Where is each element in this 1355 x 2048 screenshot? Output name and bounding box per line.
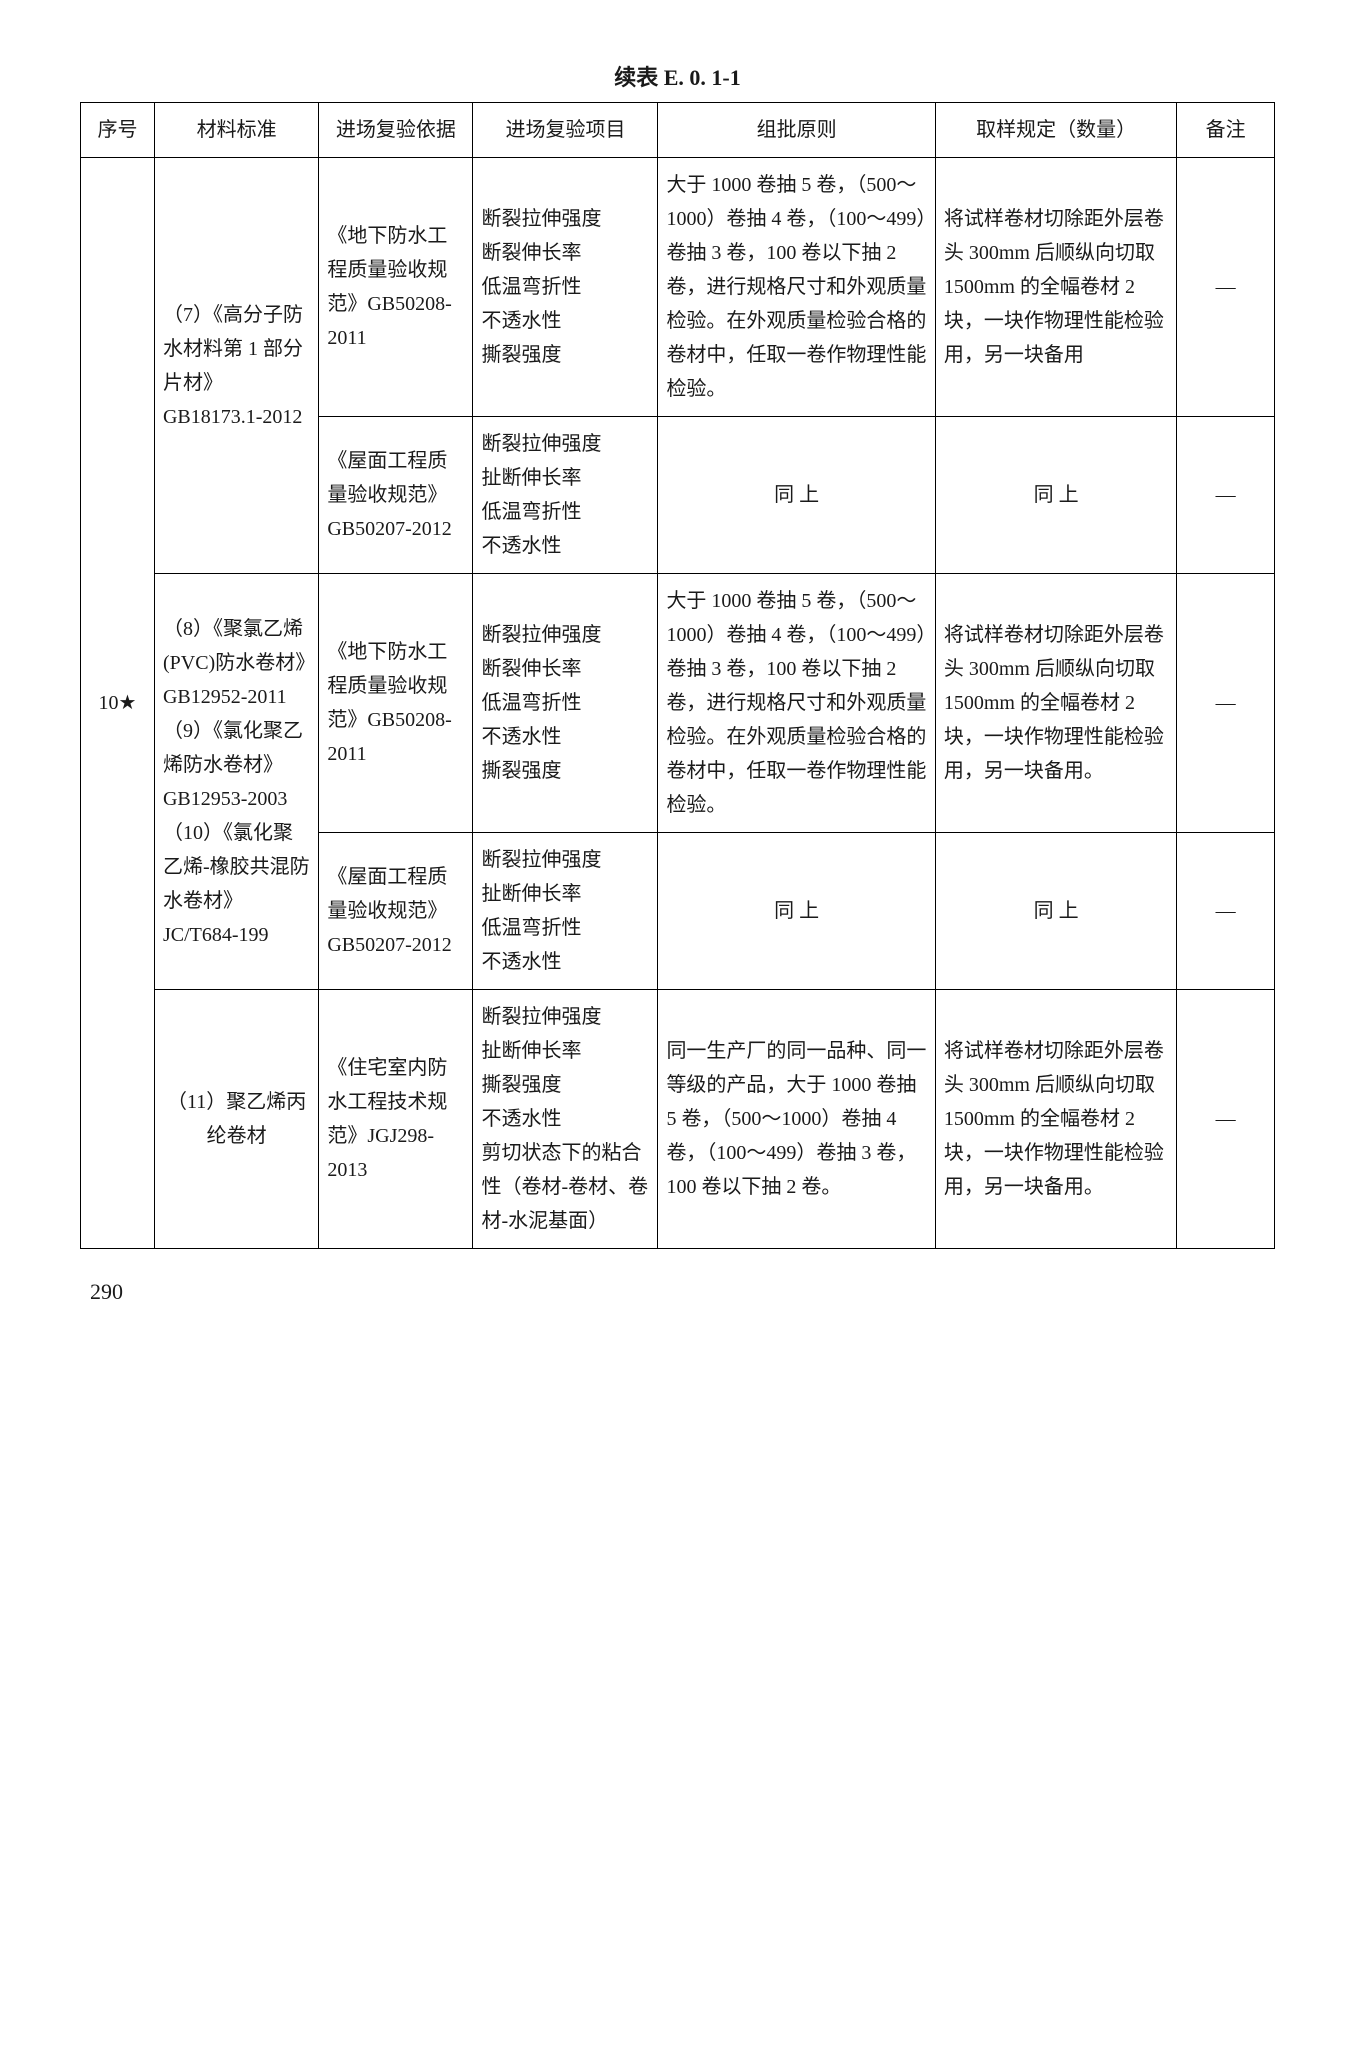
cell-sample: 将试样卷材切除距外层卷头 300mm 后顺纵向切取 1500mm 的全幅卷材 2… [935,158,1176,417]
cell-material: （8）《聚氯乙烯(PVC)防水卷材》GB12952-2011 （9）《氯化聚乙烯… [154,574,318,990]
header-note: 备注 [1177,103,1275,158]
cell-basis: 《屋面工程质量验收规范》GB50207-2012 [319,417,473,574]
cell-material: （11）聚乙烯丙纶卷材 [154,990,318,1249]
spec-table: 序号 材料标准 进场复验依据 进场复验项目 组批原则 取样规定（数量） 备注 1… [80,102,1275,1249]
cell-seq: 10★ [81,158,155,1249]
cell-note: — [1177,417,1275,574]
cell-basis: 《地下防水工程质量验收规范》GB50208-2011 [319,574,473,833]
cell-sample: 同 上 [935,417,1176,574]
table-row: 10★ （7）《高分子防水材料第 1 部分片材》GB18173.1-2012 《… [81,158,1275,417]
cell-item: 断裂拉伸强度 扯断伸长率 低温弯折性 不透水性 [473,417,658,574]
cell-note: — [1177,990,1275,1249]
table-header-row: 序号 材料标准 进场复验依据 进场复验项目 组批原则 取样规定（数量） 备注 [81,103,1275,158]
header-material: 材料标准 [154,103,318,158]
page-number: 290 [80,1279,1275,1305]
cell-sample: 同 上 [935,833,1176,990]
cell-item: 断裂拉伸强度 扯断伸长率 低温弯折性 不透水性 [473,833,658,990]
cell-basis: 《住宅室内防水工程技术规范》JGJ298-2013 [319,990,473,1249]
cell-batch: 大于 1000 卷抽 5 卷，（500～1000）卷抽 4 卷，（100～499… [658,158,935,417]
cell-note: — [1177,574,1275,833]
cell-batch: 同一生产厂的同一品种、同一等级的产品，大于 1000 卷抽 5 卷，（500～1… [658,990,935,1249]
header-item: 进场复验项目 [473,103,658,158]
cell-item: 断裂拉伸强度 断裂伸长率 低温弯折性 不透水性 撕裂强度 [473,574,658,833]
header-sample: 取样规定（数量） [935,103,1176,158]
cell-sample: 将试样卷材切除距外层卷头 300mm 后顺纵向切取 1500mm 的全幅卷材 2… [935,990,1176,1249]
cell-material: （7）《高分子防水材料第 1 部分片材》GB18173.1-2012 [154,158,318,574]
cell-batch: 同 上 [658,417,935,574]
cell-sample: 将试样卷材切除距外层卷头 300mm 后顺纵向切取 1500mm 的全幅卷材 2… [935,574,1176,833]
header-seq: 序号 [81,103,155,158]
table-title: 续表 E. 0. 1-1 [80,60,1275,92]
header-basis: 进场复验依据 [319,103,473,158]
cell-batch: 同 上 [658,833,935,990]
cell-item: 断裂拉伸强度 断裂伸长率 低温弯折性 不透水性 撕裂强度 [473,158,658,417]
cell-basis: 《屋面工程质量验收规范》GB50207-2012 [319,833,473,990]
header-batch: 组批原则 [658,103,935,158]
cell-basis: 《地下防水工程质量验收规范》GB50208-2011 [319,158,473,417]
table-row: （11）聚乙烯丙纶卷材 《住宅室内防水工程技术规范》JGJ298-2013 断裂… [81,990,1275,1249]
cell-note: — [1177,833,1275,990]
table-row: （8）《聚氯乙烯(PVC)防水卷材》GB12952-2011 （9）《氯化聚乙烯… [81,574,1275,833]
cell-item: 断裂拉伸强度 扯断伸长率 撕裂强度 不透水性 剪切状态下的粘合性（卷材-卷材、卷… [473,990,658,1249]
cell-batch: 大于 1000 卷抽 5 卷，（500～1000）卷抽 4 卷，（100～499… [658,574,935,833]
cell-note: — [1177,158,1275,417]
